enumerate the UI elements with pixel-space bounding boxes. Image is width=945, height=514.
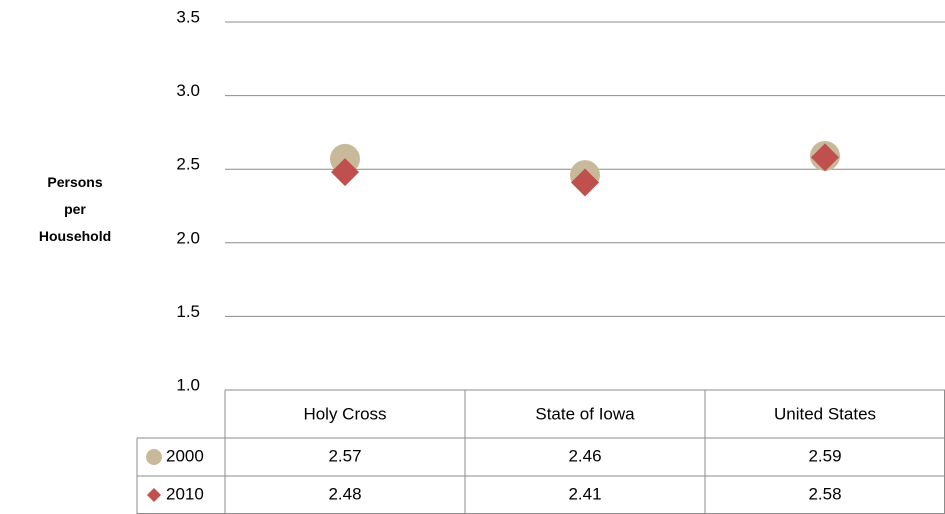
- y-tick-label: 1.5: [176, 302, 200, 321]
- table-value: 2.41: [568, 484, 601, 503]
- legend-label: 2010: [166, 484, 204, 503]
- legend-marker: [146, 449, 162, 465]
- legend-label: 2000: [166, 446, 204, 465]
- y-tick-label: 1.0: [176, 375, 200, 394]
- table-value: 2.46: [568, 446, 601, 465]
- data-point: [571, 168, 599, 197]
- table-value: 2.58: [808, 484, 841, 503]
- data-point: [811, 143, 839, 172]
- data-point: [331, 158, 359, 187]
- x-tick-label: Holy Cross: [303, 404, 386, 423]
- table-value: 2.48: [328, 484, 361, 503]
- y-tick-label: 2.0: [176, 228, 200, 247]
- x-tick-label: United States: [774, 404, 876, 423]
- y-tick-label: 2.5: [176, 155, 200, 174]
- y-axis-label: Persons per Household: [39, 174, 111, 244]
- y-tick-label: 3.0: [176, 81, 200, 100]
- table-value: 2.59: [808, 446, 841, 465]
- table-value: 2.57: [328, 446, 361, 465]
- legend-marker: [147, 488, 161, 502]
- x-tick-label: State of Iowa: [535, 404, 635, 423]
- y-tick-label: 3.5: [176, 7, 200, 26]
